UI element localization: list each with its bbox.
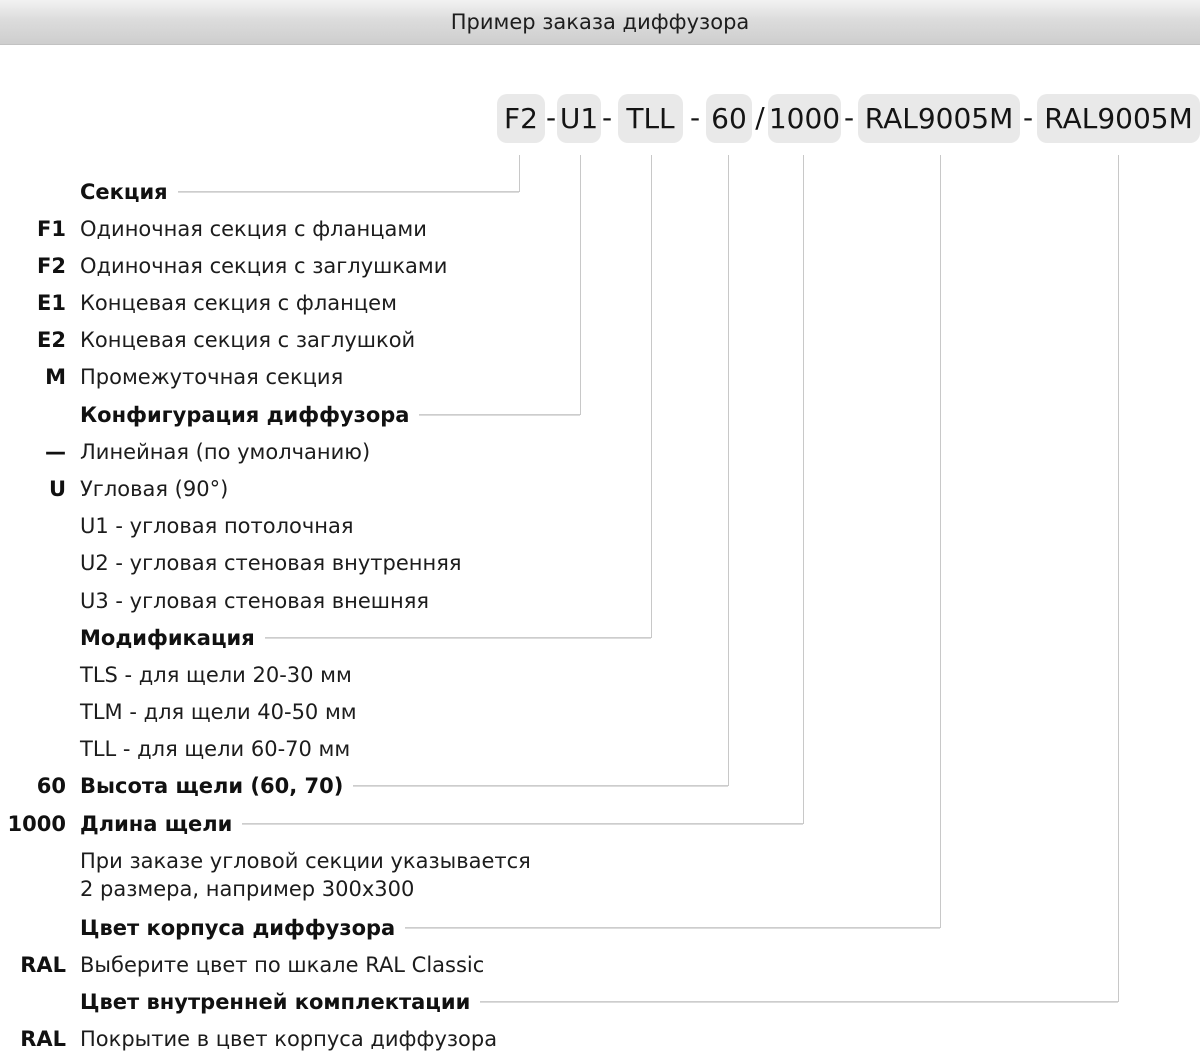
leader-line <box>419 414 580 416</box>
code-box-section: F2 <box>497 94 545 143</box>
code-box-body-color: RAL9005M <box>858 94 1020 143</box>
leader-line <box>480 1001 1118 1003</box>
option-key: F1 <box>37 217 66 241</box>
option-text: Линейная (по умолчанию) <box>80 440 371 464</box>
option-text: U1 - угловая потолочная <box>80 514 354 538</box>
option-text: Промежуточная секция <box>80 365 344 389</box>
heading-label: Цвет корпуса диффузора <box>80 916 396 940</box>
legend-heading-body-color: Цвет корпуса диффузора <box>80 910 940 946</box>
option-key: 60 <box>36 774 66 798</box>
option-text: Покрытие в цвет корпуса диффузора <box>80 1027 498 1051</box>
option-key: F2 <box>37 254 66 278</box>
heading-label: Модификация <box>80 626 255 650</box>
legend-heading-configuration: Конфигурация диффузора <box>80 397 580 433</box>
option-text: U3 - угловая стеновая внешняя <box>80 589 430 613</box>
option-text: U2 - угловая стеновая внутренняя <box>80 551 462 575</box>
option-text: Концевая секция с фланцем <box>80 291 397 315</box>
code-separator-slash: / <box>755 101 765 134</box>
legend-option: Концевая секция с фланцем <box>80 285 397 321</box>
legend-option: U3 - угловая стеновая внешняя <box>80 583 429 619</box>
connector-line-inner-color <box>1118 155 1119 1002</box>
option-key: RAL <box>20 1027 66 1051</box>
heading-label: Конфигурация диффузора <box>80 403 410 427</box>
option-key: 1000 <box>7 812 66 836</box>
heading-label: Высота щели (60, 70) <box>80 774 344 798</box>
note-line: 2 размера, например 300x300 <box>80 877 415 901</box>
leader-line <box>353 785 728 787</box>
option-text: Одиночная секция с фланцами <box>80 217 427 241</box>
heading-label: Длина щели <box>80 812 233 836</box>
leader-line <box>405 927 940 929</box>
heading-label: Цвет внутренней комплектации <box>80 990 471 1014</box>
option-text: Выберите цвет по шкале RAL Classic <box>80 953 485 977</box>
code-separator: - <box>689 101 701 134</box>
title-bar: Пример заказа диффузора <box>0 0 1200 45</box>
option-text: Угловая (90°) <box>80 477 229 501</box>
legend-heading-section: Секция <box>80 174 519 210</box>
connector-line-modification <box>651 155 652 638</box>
code-box-slot-height: 60 <box>706 94 752 143</box>
connector-line-slot-height <box>728 155 729 786</box>
legend-heading-inner-color: Цвет внутренней комплектации <box>80 984 1118 1020</box>
option-key: M <box>45 365 66 389</box>
option-key: — <box>45 440 66 464</box>
legend-heading-slot-height: Высота щели (60, 70) <box>80 768 728 804</box>
option-text: TLS - для щели 20-30 мм <box>80 663 352 687</box>
code-separator: - <box>601 101 613 134</box>
code-box-slot-length: 1000 <box>768 94 841 143</box>
leader-line <box>242 823 803 825</box>
leader-line <box>264 637 651 639</box>
legend-option: Одиночная секция с фланцами <box>80 211 427 247</box>
connector-line-body-color <box>940 155 941 928</box>
option-key: RAL <box>20 953 66 977</box>
option-text: TLM - для щели 40-50 мм <box>80 700 357 724</box>
legend-option: Промежуточная секция <box>80 359 343 395</box>
legend-option: TLL - для щели 60-70 мм <box>80 731 350 767</box>
legend-option: Выберите цвет по шкале RAL Classic <box>80 947 484 983</box>
legend-option: Одиночная секция с заглушками <box>80 248 447 284</box>
heading-label: Секция <box>80 180 168 204</box>
code-separator: - <box>1022 101 1034 134</box>
legend-option: Линейная (по умолчанию) <box>80 434 370 470</box>
option-text: TLL - для щели 60-70 мм <box>80 737 351 761</box>
option-key: U <box>48 477 66 501</box>
connector-line-section <box>519 155 520 192</box>
leader-line <box>177 191 519 193</box>
note-line: При заказе угловой секции указывается <box>80 849 531 873</box>
code-box-inner-color: RAL9005M <box>1037 94 1200 143</box>
code-separator: - <box>843 101 855 134</box>
legend-heading-modification: Модификация <box>80 620 651 656</box>
legend-option: Угловая (90°) <box>80 471 228 507</box>
code-box-modification: TLL <box>618 94 683 143</box>
code-box-configuration: U1 <box>557 94 601 143</box>
code-separator: - <box>545 101 557 134</box>
option-text: Концевая секция с заглушкой <box>80 328 416 352</box>
legend-heading-slot-length: Длина щели <box>80 806 803 842</box>
option-key: E1 <box>37 291 66 315</box>
legend-option: TLS - для щели 20-30 мм <box>80 657 352 693</box>
option-key: E2 <box>37 328 66 352</box>
legend-option: Концевая секция с заглушкой <box>80 322 415 358</box>
legend-option: Покрытие в цвет корпуса диффузора <box>80 1021 497 1057</box>
option-text: Одиночная секция с заглушками <box>80 254 448 278</box>
connector-line-slot-length <box>803 155 804 824</box>
legend-option: TLM - для щели 40-50 мм <box>80 694 357 730</box>
diagram-title: Пример заказа диффузора <box>450 10 750 34</box>
legend-option: U2 - угловая стеновая внутренняя <box>80 545 462 581</box>
connector-line-configuration <box>580 155 581 415</box>
legend-option: U1 - угловая потолочная <box>80 508 354 544</box>
